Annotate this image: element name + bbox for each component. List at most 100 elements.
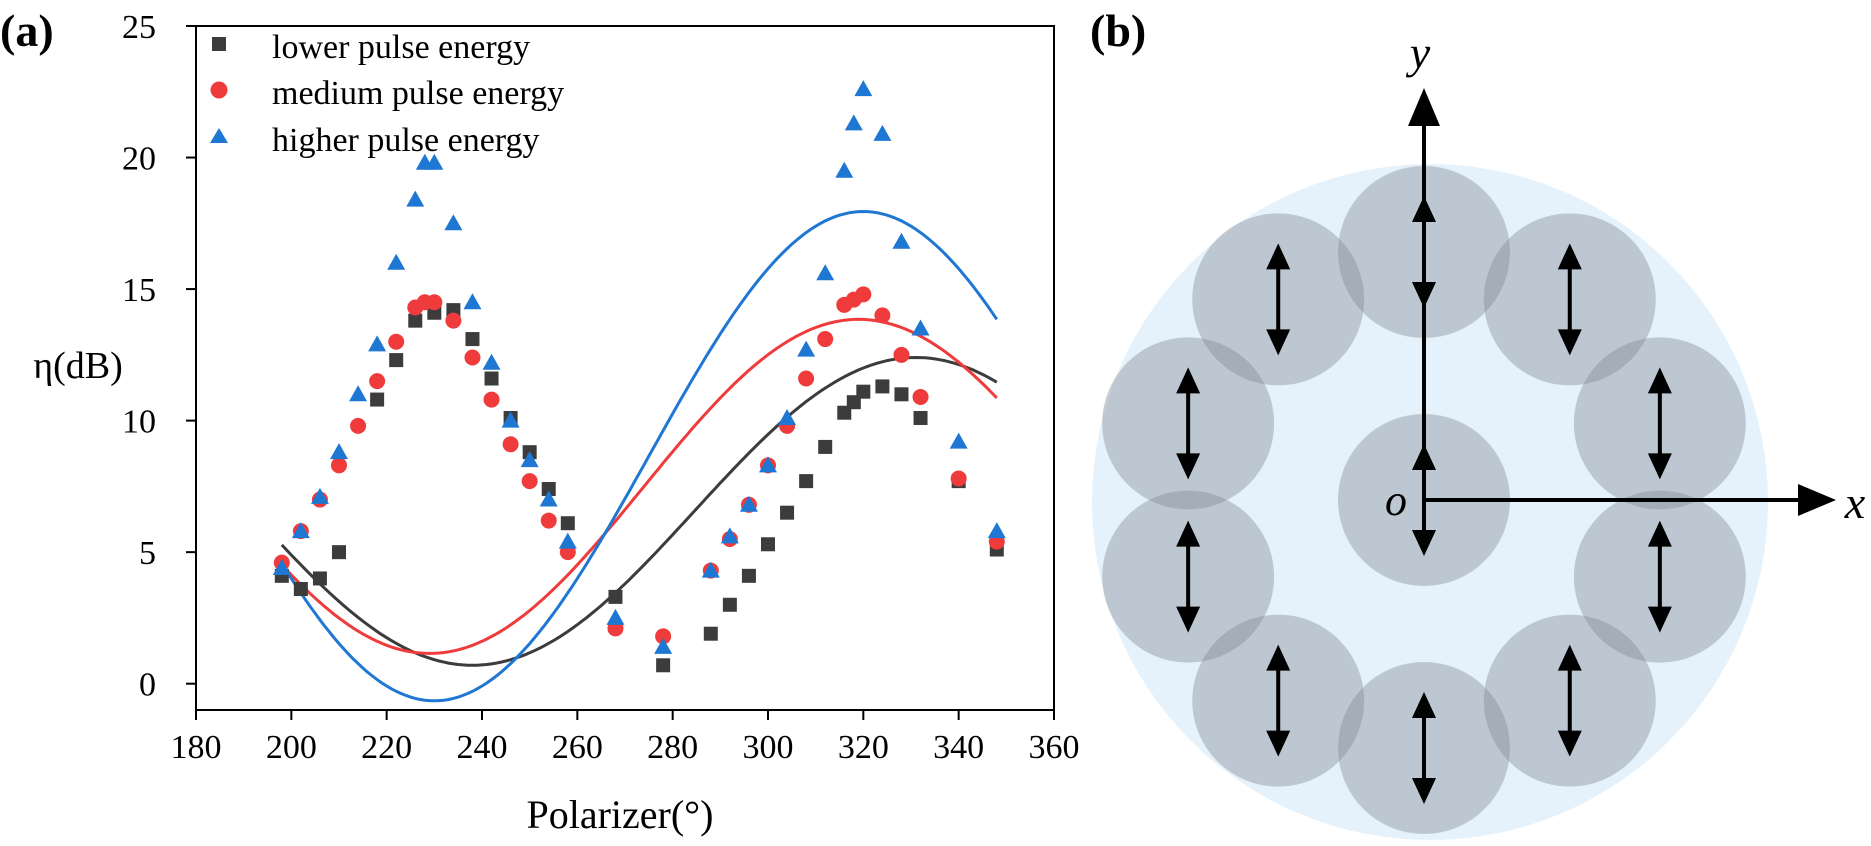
- panel-b-label: (b): [1090, 5, 1146, 56]
- data-points: [272, 80, 1006, 673]
- legend-marker-lower: [212, 37, 226, 51]
- arrowhead-down-icon: [1557, 329, 1582, 356]
- data-point-lower: [856, 384, 871, 399]
- data-point-medium: [893, 346, 910, 363]
- arrowhead-up-icon: [1176, 520, 1201, 547]
- data-point-higher: [482, 353, 501, 370]
- y-tick-label: 10: [122, 404, 156, 441]
- data-point-lower: [408, 313, 423, 328]
- data-point-lower: [332, 545, 346, 560]
- data-point-higher: [892, 232, 911, 249]
- y-axis-letter: y: [1406, 27, 1431, 78]
- data-point-medium: [817, 331, 834, 348]
- arrowhead-up-icon: [1412, 692, 1436, 718]
- arrowhead-down-icon: [1412, 530, 1436, 556]
- data-point-higher: [330, 443, 348, 460]
- y-tick-label: 20: [122, 141, 156, 178]
- data-point-higher: [654, 637, 673, 654]
- data-point-higher: [987, 522, 1006, 539]
- arrowhead-up-icon: [1266, 243, 1291, 270]
- legend-label-medium: medium pulse energy: [272, 75, 564, 112]
- data-point-lower: [541, 482, 556, 497]
- data-point-higher: [291, 522, 310, 539]
- arrowhead-up-icon: [1557, 243, 1582, 270]
- data-point-lower: [560, 516, 575, 531]
- panel-b: (b) y x o: [1090, 5, 1866, 840]
- x-tick-label: 260: [552, 729, 603, 766]
- data-point-medium: [521, 473, 538, 490]
- y-tick-label: 15: [122, 272, 156, 309]
- data-point-higher: [501, 411, 520, 428]
- data-point-lower: [389, 353, 404, 368]
- data-point-medium: [331, 457, 347, 474]
- data-point-higher: [387, 253, 406, 270]
- x-tick-label: 200: [266, 729, 317, 766]
- data-point-higher: [539, 490, 558, 507]
- data-point-lower: [656, 658, 671, 673]
- data-point-higher: [873, 124, 892, 141]
- arrowhead-down-icon: [1176, 453, 1201, 480]
- x-tick-label: 300: [743, 729, 794, 766]
- data-point-lower: [484, 371, 499, 386]
- data-point-higher: [558, 532, 577, 549]
- data-point-lower: [465, 332, 480, 347]
- fit-curves: [280, 209, 999, 703]
- arrowhead-up-icon: [1647, 520, 1672, 547]
- fit-line-series-2: [280, 209, 999, 703]
- data-point-higher: [701, 561, 720, 578]
- arrowhead-down-icon: [1557, 730, 1582, 757]
- data-point-medium: [912, 388, 929, 405]
- data-point-higher: [797, 340, 816, 357]
- data-point-lower: [894, 387, 909, 402]
- data-point-lower: [293, 581, 308, 596]
- data-point-medium: [874, 307, 891, 324]
- x-tick-label: 360: [1029, 729, 1080, 766]
- data-point-lower: [837, 405, 852, 420]
- data-point-higher: [844, 114, 863, 131]
- data-point-higher: [778, 408, 797, 425]
- origin-letter: o: [1385, 476, 1407, 525]
- data-point-higher: [816, 264, 835, 281]
- data-point-higher: [425, 153, 444, 170]
- data-point-higher: [720, 527, 739, 544]
- y-tick-label: 5: [139, 535, 156, 572]
- x-axis-arrowhead: [1798, 484, 1836, 516]
- data-point-higher: [520, 451, 539, 468]
- y-axis-ticks: 0 5 10 15 20 25: [122, 9, 196, 704]
- legend-label-lower: lower pulse energy: [272, 29, 530, 66]
- x-tick-label: 340: [933, 729, 984, 766]
- arrowhead-down-icon: [1647, 606, 1672, 633]
- data-point-higher: [272, 558, 291, 575]
- data-point-higher: [349, 385, 368, 402]
- y-tick-label: 25: [122, 9, 156, 46]
- data-point-higher: [911, 319, 930, 336]
- x-tick-label: 180: [171, 729, 222, 766]
- legend-label-higher: higher pulse energy: [272, 122, 540, 159]
- data-point-higher: [835, 161, 854, 178]
- data-point-higher: [739, 495, 758, 512]
- data-point-medium: [655, 628, 672, 645]
- fit-line-series-1: [280, 317, 998, 655]
- data-point-lower: [846, 395, 861, 410]
- arrowhead-down-icon: [1266, 730, 1291, 757]
- data-point-lower: [875, 379, 890, 394]
- arrowhead-up-icon: [1266, 644, 1291, 671]
- data-point-medium: [388, 333, 405, 350]
- arrowhead-down-icon: [1176, 606, 1201, 633]
- y-axis-label: η(dB): [33, 345, 123, 387]
- plot-frame: [195, 25, 1055, 711]
- data-point-lower: [703, 626, 718, 641]
- data-point-medium: [350, 417, 367, 434]
- x-axis-letter: x: [1844, 477, 1866, 528]
- data-point-higher: [854, 80, 873, 97]
- data-point-medium: [464, 349, 481, 366]
- x-tick-label: 240: [457, 729, 508, 766]
- data-point-higher: [368, 335, 387, 352]
- arrowhead-down-icon: [1647, 453, 1672, 480]
- panel-a: (a) 180 200 220 240 260 280 300 320 340 360 0 5 10 1…: [0, 5, 1080, 837]
- data-point-lower: [722, 597, 737, 612]
- data-point-medium: [540, 512, 557, 529]
- x-axis-label: Polarizer(°): [526, 792, 713, 837]
- data-point-medium: [369, 373, 386, 390]
